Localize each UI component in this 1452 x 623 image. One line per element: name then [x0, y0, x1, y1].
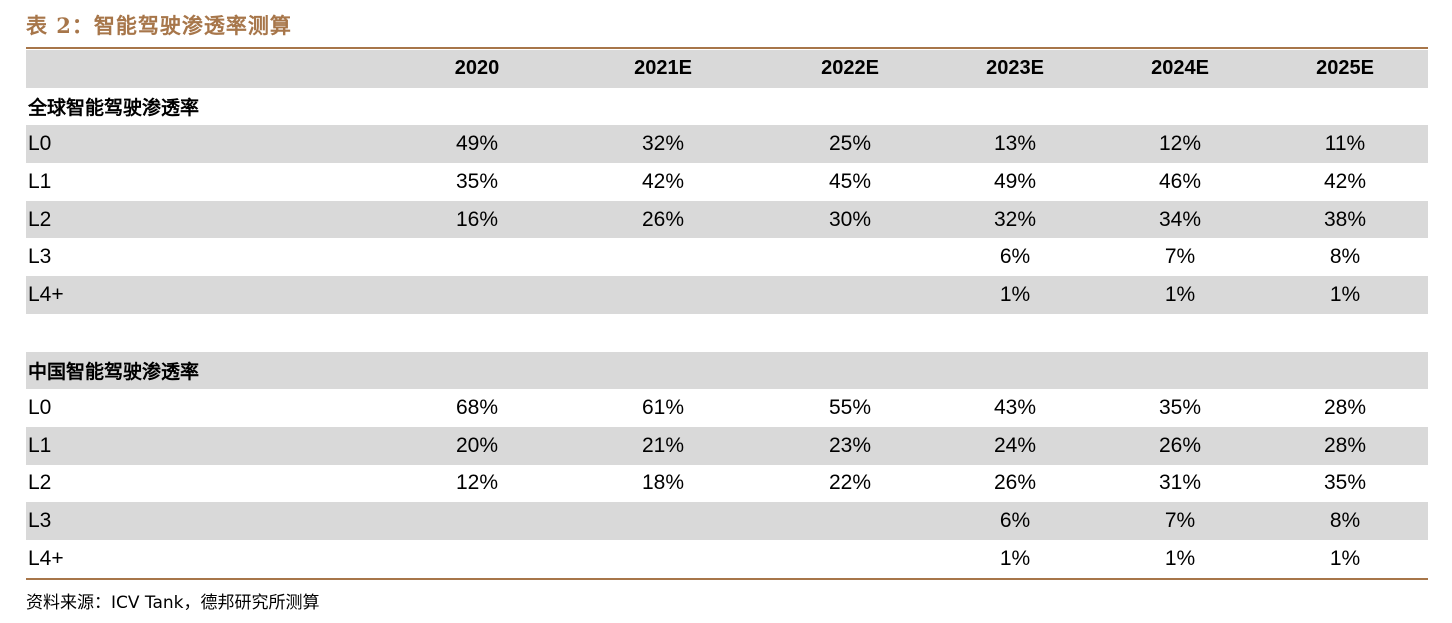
source-note: 资料来源：ICV Tank，德邦研究所测算 — [26, 593, 320, 613]
table-cell — [790, 238, 910, 276]
table-cell: 22% — [828, 471, 872, 495]
row-label: L0 — [28, 396, 52, 420]
table-cell — [790, 276, 910, 314]
table-cell: 42% — [1323, 169, 1367, 193]
table-cell: 42% — [641, 169, 685, 193]
table-cell: 23% — [828, 433, 872, 457]
table-cell: 32% — [993, 207, 1037, 231]
table-cell — [603, 502, 723, 540]
table-cell: 11% — [1324, 132, 1366, 156]
table-cell: 30% — [828, 207, 872, 231]
table-cell: 55% — [828, 396, 872, 420]
table-cell: 25% — [828, 132, 872, 156]
row-label: L2 — [28, 471, 52, 495]
table-cell — [603, 238, 723, 276]
table-cell: 1% — [999, 546, 1031, 570]
table-cell: 1% — [1164, 546, 1196, 570]
table-cell: 61% — [641, 396, 685, 420]
top-rule — [26, 47, 1428, 49]
header-row: 2020 2021E 2022E 2023E 2024E 2025E — [26, 50, 1428, 88]
penetration-table: 2020 2021E 2022E 2023E 2024E 2025E 全球智能驾… — [26, 50, 1428, 578]
bottom-rule — [26, 578, 1428, 580]
column-header: 2022E — [821, 57, 879, 80]
table-cell: 26% — [641, 207, 685, 231]
row-label: L2 — [28, 207, 52, 231]
row-label: L0 — [28, 132, 52, 156]
column-header: 2020 — [454, 57, 500, 80]
table-cell: 28% — [1323, 396, 1367, 420]
table-cell: 26% — [1158, 433, 1202, 457]
table-cell: 34% — [1158, 207, 1202, 231]
china-rows: L0 68% 61% 55% 43% 35% 28% L1 20% 21% 23% 24% 26% 28%… — [26, 389, 1428, 577]
table-row: L2 12% 18% 22% 26% 31% 35% — [26, 465, 1428, 503]
section-heading-china: 中国智能驾驶渗透率 — [28, 360, 200, 383]
row-label: L1 — [28, 169, 52, 193]
table-cell: 43% — [993, 396, 1037, 420]
table-cell: 45% — [828, 169, 872, 193]
table-cell: 12% — [1158, 132, 1202, 156]
table-cell: 38% — [1323, 207, 1367, 231]
table-cell: 6% — [999, 245, 1031, 269]
table-cell: 8% — [1329, 509, 1361, 533]
table-cell: 1% — [1329, 546, 1361, 570]
table-cell — [417, 276, 537, 314]
row-label: L4+ — [28, 546, 64, 570]
table-row: L2 16% 26% 30% 32% 34% 38% — [26, 200, 1428, 239]
table-cell — [417, 540, 537, 578]
table-row: L3 6% 7% 8% — [26, 502, 1428, 540]
section-heading-global: 全球智能驾驶渗透率 — [28, 97, 200, 120]
table-cell: 1% — [1329, 282, 1361, 306]
table-cell — [417, 502, 537, 540]
global-rows: L0 49% 32% 25% 13% 12% 11% L1 35% 42% 45% 49% 46% 42%… — [26, 125, 1428, 314]
table-cell: 1% — [1164, 282, 1196, 306]
table-cell: 16% — [455, 207, 499, 231]
column-header: 2025E — [1316, 57, 1374, 80]
table-title: 表 2：智能驾驶渗透率测算 — [26, 13, 292, 38]
table-row: L0 49% 32% 25% 13% 12% 11% — [26, 125, 1428, 164]
column-header: 2021E — [634, 57, 692, 80]
column-header: 2024E — [1151, 57, 1209, 80]
table-cell: 7% — [1164, 245, 1196, 269]
table-row: L4+ 1% 1% 1% — [26, 276, 1428, 314]
table-cell: 21% — [641, 433, 685, 457]
table-row: L1 20% 21% 23% 24% 26% 28% — [26, 426, 1428, 465]
table-cell: 49% — [455, 132, 499, 156]
table-row: L1 35% 42% 45% 49% 46% 42% — [26, 163, 1428, 201]
row-label: L4+ — [28, 282, 64, 306]
section-heading-row: 全球智能驾驶渗透率 — [26, 88, 1428, 126]
table-cell: 6% — [999, 509, 1031, 533]
table-cell: 13% — [993, 132, 1037, 156]
section-heading-row: 中国智能驾驶渗透率 — [26, 351, 1428, 390]
table-cell: 32% — [641, 132, 685, 156]
table-cell: 20% — [455, 433, 499, 457]
table-row: L3 6% 7% 8% — [26, 238, 1428, 276]
row-label: L1 — [28, 433, 52, 457]
table-cell: 7% — [1164, 509, 1196, 533]
row-label: L3 — [28, 245, 52, 269]
table-cell — [790, 502, 910, 540]
table-cell — [417, 238, 537, 276]
table-cell: 35% — [455, 169, 499, 193]
table-cell: 46% — [1158, 169, 1202, 193]
table-cell: 28% — [1323, 433, 1367, 457]
table-cell: 49% — [993, 169, 1037, 193]
table-cell: 24% — [993, 433, 1037, 457]
table-cell: 1% — [999, 282, 1031, 306]
spacer-row — [26, 314, 1428, 352]
table-cell: 35% — [1323, 471, 1367, 495]
table-cell — [790, 540, 910, 578]
table-cell: 8% — [1329, 245, 1361, 269]
table-cell: 18% — [641, 471, 685, 495]
table-cell — [603, 276, 723, 314]
table-cell: 12% — [455, 471, 499, 495]
table-cell: 26% — [993, 471, 1037, 495]
table-cell: 31% — [1158, 471, 1202, 495]
column-header: 2023E — [986, 57, 1044, 80]
table-cell: 35% — [1158, 396, 1202, 420]
row-label: L3 — [28, 509, 52, 533]
table-cell — [603, 540, 723, 578]
table-row: L0 68% 61% 55% 43% 35% 28% — [26, 389, 1428, 427]
table-cell: 68% — [455, 396, 499, 420]
table-row: L4+ 1% 1% 1% — [26, 540, 1428, 578]
